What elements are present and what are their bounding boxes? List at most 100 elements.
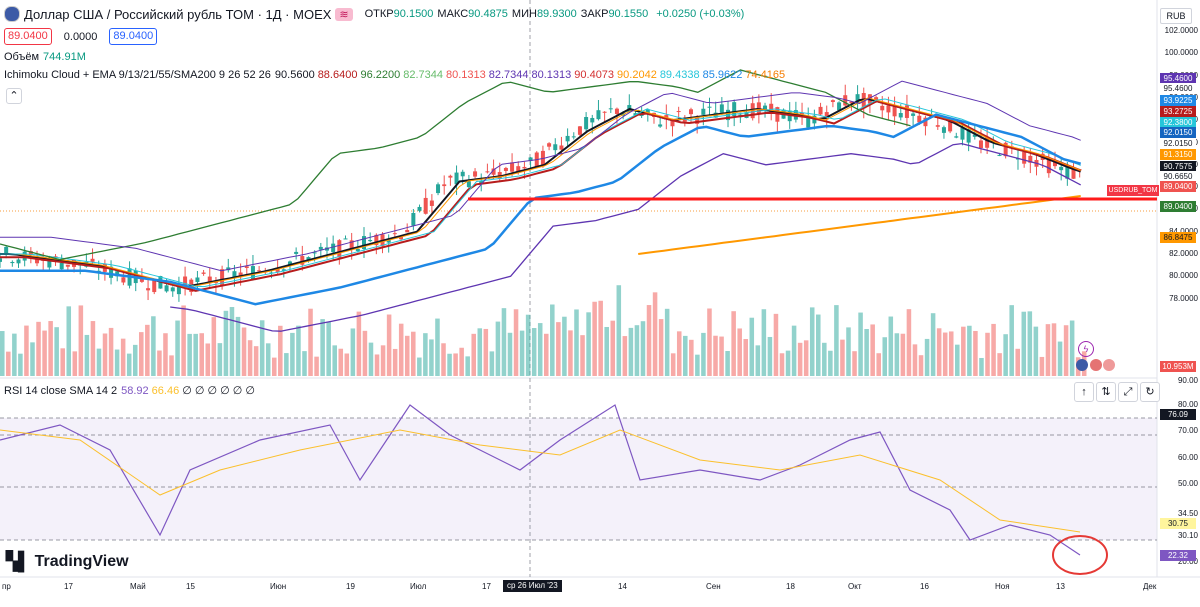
candle-body [695,117,700,124]
volume-bar [392,348,398,376]
candle-body [584,117,589,130]
flag-icon[interactable] [1076,359,1088,371]
ohlc-value: 90.1500 [393,8,434,20]
volume-bar [435,318,440,376]
currency-selector[interactable]: RUB [1160,8,1192,24]
volume-bar [417,357,422,376]
volume-bar [973,330,978,376]
candle-body [941,127,946,133]
volume-bar [12,333,17,376]
crosshair-date: ср 26 Июл '23 [503,580,562,592]
price-tag: 95.4600 [1160,73,1196,84]
volume-bar [314,356,319,376]
volume-bar [199,333,204,376]
time-axis-label: Июл [410,582,427,591]
volume-bar [900,333,906,376]
price-tag: 89.0400 [1160,201,1196,212]
volume-label[interactable]: Объём [4,51,40,63]
volume-bar [604,326,609,376]
candle-body [35,259,40,264]
ohlc-label: ОТКР [364,8,394,20]
loop-icon: ↻ [1145,386,1155,398]
expand-icon: ⤢ [1123,386,1133,398]
volume-bar [90,321,96,376]
volume-bar [477,328,483,376]
candle-body [682,117,687,122]
ichimoku-legend: Ichimoku Cloud + EMA 9/13/21/55/SMA200 9… [4,69,788,81]
candle-body [4,246,9,255]
candle-body [436,184,441,194]
maximize-pane-button[interactable]: ⤢ [1118,382,1138,402]
volume-bar [918,355,924,376]
volume-bar [78,305,84,376]
price-tag: 92.0150 [1160,127,1196,138]
volume-bar [870,324,875,376]
volume-bar [840,339,845,376]
price-tag: 22.32 [1160,550,1196,561]
tradingview-logo[interactable]: ▚▌ TradingView [6,551,129,572]
volume-bar [253,346,259,376]
candle-body [65,264,70,267]
tradingview-badge[interactable]: ≋ [335,7,353,21]
volume-bar [193,333,198,376]
candle-body [559,145,564,150]
candle-body [800,113,805,115]
volume-bar [979,357,984,376]
restore-pane-button[interactable]: ↻ [1140,382,1160,402]
candle-body [362,236,367,250]
symbol-legend: Доллар США / Российский рубль ТОМ · 1Д ·… [4,6,744,22]
candle-body [485,171,490,173]
candle-body [1065,165,1070,179]
volume-bar [169,355,174,376]
candle-body [1003,142,1008,157]
symbol-title[interactable]: Доллар США / Российский рубль ТОМ · 1Д ·… [24,6,332,22]
volume-bar [525,314,531,376]
volume-bar [139,332,144,376]
ichimoku-value: 96.2200 [360,69,401,81]
kijun-line [0,100,1082,292]
candle-body [47,260,52,268]
swap-panes-button[interactable]: ⇅ [1096,382,1116,402]
candle-body [411,212,416,226]
rsi-axis-label: 80.00 [1177,400,1198,409]
rsi-legend: RSI 14 close SMA 14 2 58.92 66.46 ∅ ∅ ∅ ∅ … [4,384,258,398]
lightning-icon[interactable]: ϟ [1078,341,1094,357]
candle-body [966,129,971,143]
ichimoku-value: 89.4338 [659,69,700,81]
rsi-label[interactable]: RSI 14 close SMA 14 2 [4,384,118,397]
crosshair-date-label: ср 26 Июл '23 [507,581,558,590]
candle-body [923,117,928,127]
flag-icon-3[interactable] [1103,359,1115,371]
ichimoku-label[interactable]: Ichimoku Cloud + EMA 9/13/21/55/SMA200 9… [4,69,271,81]
rsi-axis-label: 34.50 [1177,509,1198,518]
volume-bar [296,325,301,376]
volume-bar [362,330,368,376]
candle-body [1071,168,1076,179]
volume-bar [574,309,579,376]
candle-body [553,144,558,151]
volume-bar [936,328,942,376]
volume-bar [247,340,253,376]
change-value: +0.0250 (+0.03%) [656,8,745,20]
volume-bar [163,333,168,376]
volume-bar [126,353,132,376]
move-up-button[interactable]: ↑ [1074,382,1094,402]
volume-bar [489,351,495,376]
collapse-legend-button[interactable]: ⌃ [6,88,22,104]
volume-bar [356,311,362,376]
bid-price[interactable]: 89.0400 [4,28,52,45]
candle-body [756,102,761,114]
ichimoku-values: 90.5600 88.6400 96.2200 82.7344 80.1313 82.73… [275,69,788,81]
candle-body [417,206,422,211]
volume-bar [773,313,779,376]
ichimoku-value: 74.4165 [745,69,786,81]
time-axis-label: Май [130,582,146,591]
ask-price[interactable]: 89.0400 [109,28,158,45]
volume-bar [344,353,350,376]
volume-bar [719,336,724,376]
candle-body [824,112,829,120]
ohlc-label: МАКС [437,8,469,20]
flag-icon-2[interactable] [1090,359,1102,371]
